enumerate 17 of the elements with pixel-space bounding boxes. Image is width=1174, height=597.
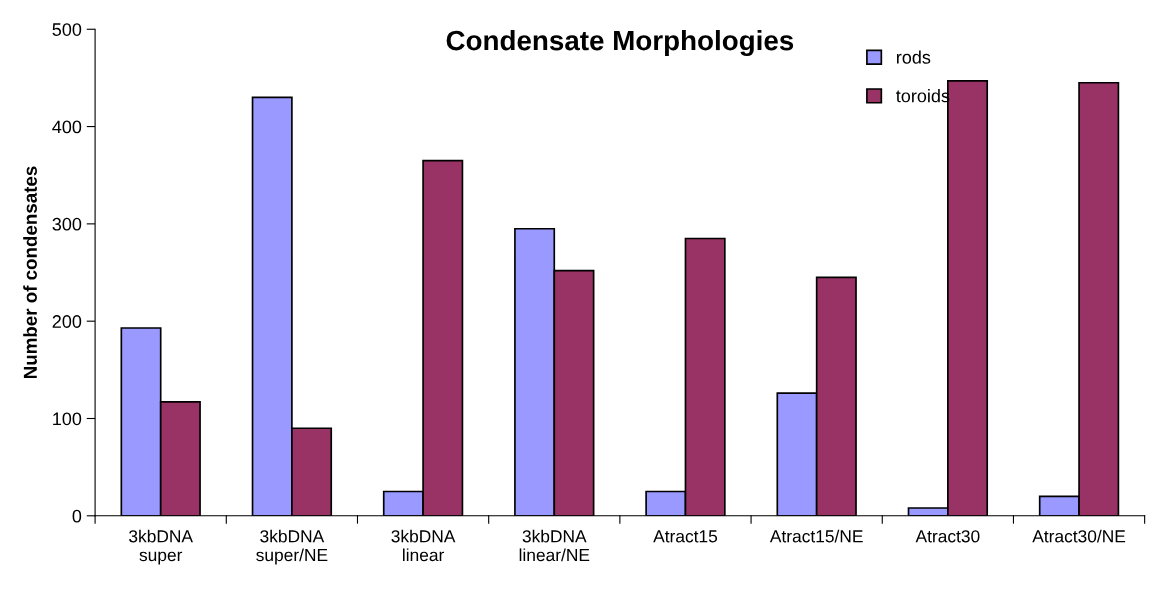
y-tick-label: 200 [52, 315, 82, 328]
x-tick-label: Atract15 [653, 530, 718, 543]
y-tick-label: 300 [52, 217, 82, 231]
x-tick-label: 3kbDNA super/NE [256, 529, 328, 565]
y-tick-label: 400 [52, 120, 82, 134]
y-axis-title: Number of condensates [23, 166, 37, 379]
y-tick-label: 100 [53, 412, 82, 426]
x-tick-label: Atract15/NE [769, 529, 863, 543]
x-tick-label: Atract30 [915, 530, 980, 543]
x-tick-label: 3kbDNA linear [391, 529, 456, 562]
x-tick-label: Atract30/NE [1032, 529, 1126, 543]
chart-title: Condensate Morphologies [446, 29, 794, 56]
x-tick-label: 3kbDNA linear/NE [519, 529, 590, 562]
y-tick-label: 500 [52, 23, 82, 36]
x-tick-label: 3kbDNA super [129, 529, 193, 565]
y-tick-label: 0 [72, 509, 82, 523]
legend-label: rods [896, 50, 931, 64]
